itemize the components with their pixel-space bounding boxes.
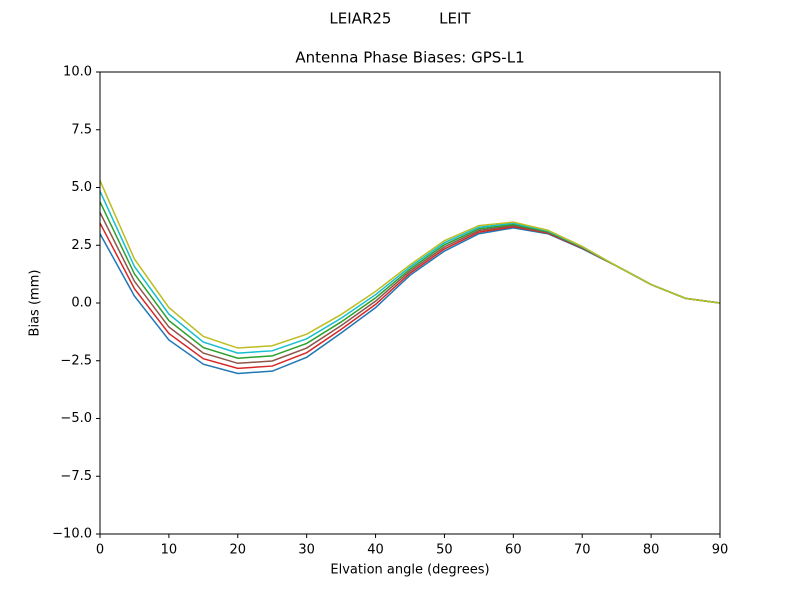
series-line: [99, 212, 721, 365]
y-tick-label: 2.5: [71, 238, 92, 253]
y-tick-label: −10.0: [52, 527, 92, 542]
x-tick-label: 20: [230, 543, 247, 558]
x-tick-label: 50: [436, 543, 453, 558]
x-tick-label: 40: [367, 543, 384, 558]
series-line: [99, 222, 721, 370]
y-tick-label: 0.0: [71, 296, 92, 311]
series-line: [99, 201, 721, 359]
y-tick-label: −2.5: [60, 353, 92, 368]
x-tick-label: 70: [574, 543, 591, 558]
x-tick-label: 0: [96, 543, 104, 558]
y-axis-label: Bias (mm): [28, 270, 43, 337]
x-tick-label: 80: [643, 543, 660, 558]
x-tick-label: 10: [161, 543, 178, 558]
y-tick-label: −7.5: [60, 469, 92, 484]
y-tick-label: 5.0: [71, 180, 92, 195]
series-line: [99, 180, 721, 349]
axes-frame: [99, 71, 721, 535]
x-tick-label: 90: [712, 543, 729, 558]
x-tick-label: 30: [298, 543, 315, 558]
plot-area: [99, 180, 721, 375]
x-axis-label: Elvation angle (degrees): [330, 563, 489, 578]
y-tick-label: 7.5: [71, 122, 92, 137]
chart-title: Antenna Phase Biases: GPS-L1: [295, 49, 524, 67]
y-tick-label: 10.0: [63, 65, 92, 80]
x-tick-label: 60: [505, 543, 522, 558]
y-tick-label: −5.0: [60, 411, 92, 426]
suptitle: LEIAR25 LEIT: [329, 10, 471, 28]
